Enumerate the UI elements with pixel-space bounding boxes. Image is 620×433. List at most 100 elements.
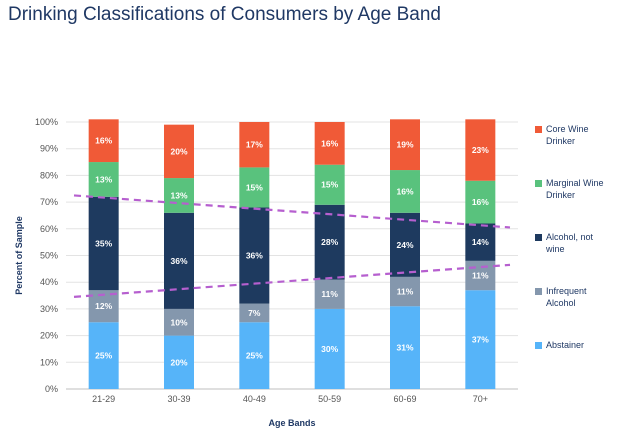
- legend-label: Drinker: [546, 136, 575, 146]
- y-tick-label: 30%: [40, 304, 58, 314]
- legend-label: Alcohol: [546, 298, 576, 308]
- bar-data-label: 25%: [246, 351, 263, 361]
- bars: 25% 12% 35% 13% 16% 20% 10% 36% 13% 20% 25% 7% 36% 15…: [88, 119, 496, 389]
- bar-data-label: 25%: [95, 351, 112, 361]
- bar-data-label: 19%: [396, 140, 413, 150]
- bar-segment: [390, 306, 420, 389]
- bar-segment: [88, 322, 119, 389]
- legend-label: Core Wine: [546, 124, 589, 134]
- trendlines: [73, 194, 511, 298]
- y-tick-labels: 0% 10% 20% 30% 40% 50% 60% 70% 80% 90% 100%: [35, 117, 58, 394]
- bar-data-label: 16%: [95, 136, 112, 146]
- bar-data-label: 16%: [396, 186, 413, 196]
- x-axis-title: Age Bands: [268, 418, 315, 428]
- bar-segment: [239, 322, 270, 389]
- bar-data-label: 15%: [321, 180, 338, 190]
- legend-label: Marginal Wine: [546, 178, 604, 188]
- bar-segment: [164, 212, 194, 309]
- bar-data-label: 16%: [472, 197, 489, 207]
- x-tick-label: 30-39: [167, 394, 190, 404]
- bar-segment: [390, 276, 420, 307]
- bar-segment: [465, 260, 496, 291]
- legend-swatch: [535, 126, 542, 133]
- bar-segment: [465, 119, 496, 181]
- bar-segment: [465, 180, 496, 224]
- x-tick-label: 60-69: [393, 394, 416, 404]
- bar-segment: [88, 162, 119, 197]
- trendline: [73, 263, 511, 298]
- bar-segment: [239, 207, 270, 304]
- bar-data-label: 13%: [170, 190, 187, 200]
- legend-swatch: [535, 180, 542, 187]
- bar-data-label: 35%: [95, 238, 112, 248]
- bar-data-label: 15%: [246, 182, 263, 192]
- x-tick-label: 40-49: [243, 394, 266, 404]
- bar-segment: [164, 178, 194, 213]
- bar-segment: [314, 279, 345, 309]
- bar-segment: [239, 303, 270, 323]
- bar-data-label: 12%: [95, 301, 112, 311]
- legend-label: Infrequent: [546, 286, 587, 296]
- bar-data-label: 14%: [472, 237, 489, 247]
- bar-segment: [164, 124, 194, 179]
- legend-swatch: [535, 234, 542, 241]
- y-axis-title: Percent of Sample: [14, 216, 24, 295]
- y-tick-label: 100%: [35, 117, 58, 127]
- x-tick-label: 70+: [473, 394, 488, 404]
- bar-data-label: 16%: [321, 138, 338, 148]
- y-tick-label: 50%: [40, 251, 58, 261]
- bar-data-label: 20%: [170, 357, 187, 367]
- bar-segment: [239, 122, 270, 168]
- bar-segment: [164, 308, 194, 336]
- bar-segment: [314, 308, 345, 389]
- legend-label: Drinker: [546, 190, 575, 200]
- trendline: [73, 194, 511, 229]
- bar-segment: [88, 119, 119, 163]
- bar-data-label: 17%: [246, 140, 263, 150]
- bar-data-label: 11%: [321, 289, 338, 299]
- y-tick-label: 70%: [40, 197, 58, 207]
- y-tick-label: 0%: [45, 384, 58, 394]
- gridlines: [66, 121, 518, 390]
- bar-data-label: 11%: [397, 287, 414, 297]
- bar-data-label: 20%: [170, 146, 187, 156]
- x-tick-label: 21-29: [92, 394, 115, 404]
- y-tick-label: 90%: [40, 144, 58, 154]
- bar-segment: [314, 204, 345, 280]
- bar-data-label: 36%: [170, 256, 187, 266]
- bar-segment: [390, 212, 420, 277]
- legend-label: Abstainer: [546, 340, 584, 350]
- legend-swatch: [535, 288, 542, 295]
- legend-swatch: [535, 342, 542, 349]
- bar-segment: [465, 223, 496, 261]
- bar-data-label: 24%: [396, 240, 413, 250]
- x-tick-label: 50-59: [318, 394, 341, 404]
- bar-segment: [164, 335, 194, 389]
- bar-segment: [465, 290, 496, 389]
- bar-data-label: 11%: [472, 271, 489, 281]
- y-tick-label: 40%: [40, 277, 58, 287]
- bar-data-label: 30%: [321, 344, 338, 354]
- bar-segment: [390, 170, 420, 213]
- y-tick-label: 60%: [40, 224, 58, 234]
- bar-segment: [314, 122, 345, 165]
- bar-data-label: 36%: [246, 251, 263, 261]
- legend-label: Alcohol, not: [546, 232, 594, 242]
- x-tick-labels: 21-29 30-39 40-49 50-59 60-69 70+: [92, 394, 488, 404]
- bar-segment: [314, 164, 345, 205]
- legend: Core Wine Drinker Marginal Wine Drinker Alco…: [535, 124, 604, 350]
- bar-segment: [239, 167, 270, 208]
- bar-data-label: 28%: [321, 237, 338, 247]
- bar-data-label: 31%: [396, 343, 413, 353]
- bar-data-label: 10%: [170, 317, 187, 327]
- y-tick-label: 20%: [40, 331, 58, 341]
- bar-data-label: 13%: [95, 174, 112, 184]
- bar-segment: [88, 196, 119, 291]
- y-tick-label: 10%: [40, 357, 58, 367]
- bar-data-label: 7%: [248, 308, 261, 318]
- legend-label: wine: [545, 244, 565, 254]
- y-tick-label: 80%: [40, 170, 58, 180]
- chart-title: Drinking Classifications of Consumers by…: [8, 4, 441, 25]
- bar-data-label: 23%: [472, 145, 489, 155]
